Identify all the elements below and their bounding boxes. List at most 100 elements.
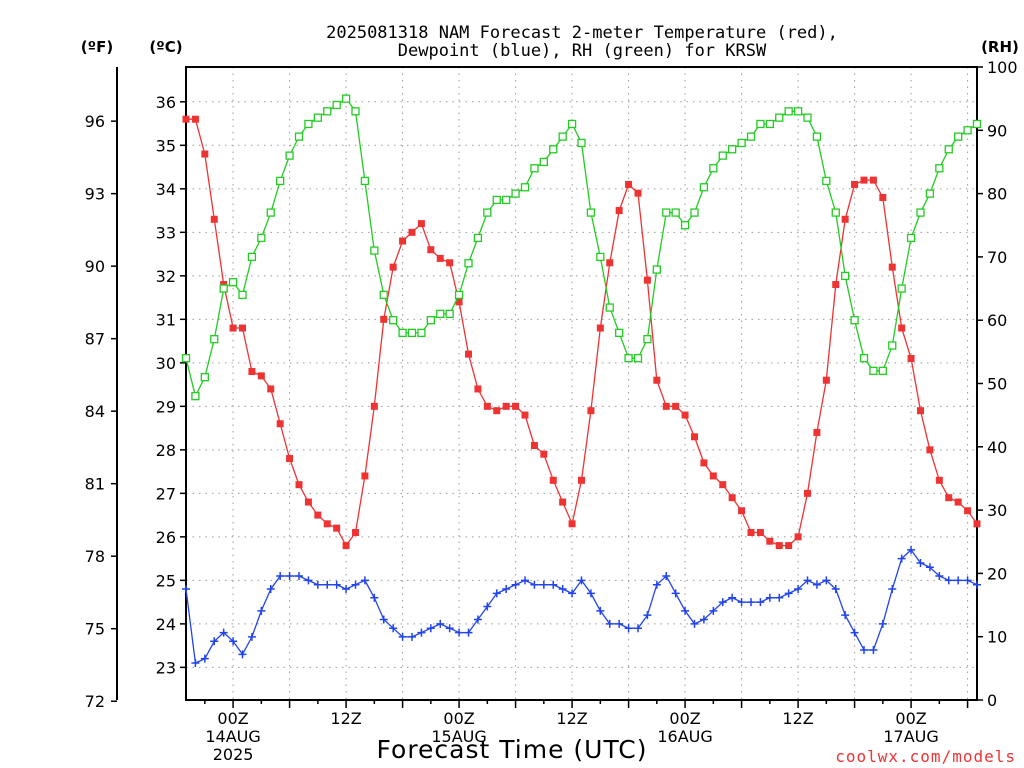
dewpoint-point	[709, 606, 718, 615]
temperature-point	[832, 281, 840, 289]
chart-title-line-1: 2025081318 NAM Forecast 2-meter Temperat…	[326, 23, 838, 43]
grid-lines	[186, 67, 977, 700]
dewpoint-point	[860, 645, 868, 654]
rh-unit-label: (RH)	[981, 38, 1019, 56]
rh-point	[502, 195, 511, 205]
dewpoint-point	[822, 576, 831, 585]
x-axis-label: Forecast Time (UTC)	[377, 735, 648, 764]
dewpoint-point	[728, 593, 737, 602]
temperature-point	[314, 511, 322, 519]
temperature-point	[587, 407, 595, 415]
temperature-point	[917, 407, 924, 415]
temperature-point	[483, 402, 491, 410]
temperature-point	[691, 433, 698, 441]
rh-point	[247, 252, 257, 262]
dewpoint-point	[907, 545, 916, 554]
temperature-point	[756, 529, 764, 537]
rh-point	[662, 208, 671, 217]
dewpoint-point	[888, 585, 897, 594]
rh-point	[191, 392, 200, 401]
temperature-point	[559, 498, 567, 506]
temperature-point	[549, 476, 557, 484]
temperature-point	[512, 402, 520, 410]
rh-point	[567, 119, 577, 129]
dewpoint-point	[737, 598, 746, 607]
rh-point	[869, 366, 878, 375]
dewpoint-point	[323, 580, 332, 589]
rh-point	[944, 145, 953, 154]
temperature-point	[286, 455, 294, 463]
dewpoint-point	[313, 580, 322, 589]
temperature-point	[907, 354, 915, 362]
fahrenheit-tick-label: 75	[85, 620, 105, 639]
dewpoint-point	[521, 576, 529, 585]
rh-point	[859, 354, 869, 363]
rh-point	[483, 208, 492, 217]
dewpoint-point	[681, 606, 690, 615]
series-dewpoint	[182, 545, 981, 668]
dewpoint-point	[586, 589, 595, 598]
temperature-point	[342, 542, 350, 550]
rh-point	[624, 354, 633, 363]
x-tick-label-hour: 00Z	[669, 709, 700, 728]
temperature-point	[323, 520, 331, 528]
rh-point	[577, 138, 586, 148]
dewpoint-point	[624, 624, 633, 633]
celsius-tick-label: 32	[156, 267, 176, 286]
dewpoint-point	[530, 580, 539, 589]
rh-point	[257, 233, 266, 243]
rh-point	[925, 189, 935, 198]
temperature-point	[446, 259, 454, 267]
temperature-point	[869, 176, 877, 184]
rh-point	[765, 119, 774, 129]
rh-point	[520, 183, 530, 192]
rh-point	[539, 157, 548, 167]
dewpoint-point	[408, 632, 416, 641]
rh-point	[963, 126, 972, 135]
temperature-point	[822, 376, 830, 384]
temperature-point	[606, 259, 614, 267]
temperature-point	[728, 494, 736, 502]
dewpoint-point	[276, 572, 285, 581]
dewpoint-point	[662, 572, 671, 581]
dewpoint-point	[483, 602, 492, 611]
rh-point	[558, 132, 567, 141]
rh-tick-label: 100	[987, 58, 1018, 77]
rh-point	[671, 208, 680, 217]
dewpoint-point	[304, 576, 313, 585]
temperature-point	[851, 180, 859, 188]
dewpoint-point	[935, 572, 944, 581]
rh-point	[436, 309, 445, 319]
dewpoint-point	[634, 624, 642, 633]
x-tick-label-date: 14AUG	[205, 727, 260, 746]
celsius-tick-label: 29	[156, 397, 176, 416]
temperature-point	[182, 115, 190, 123]
temperature-point	[700, 459, 708, 467]
temperature-point	[738, 507, 746, 515]
temperature-point	[954, 498, 962, 506]
dewpoint-point	[558, 585, 567, 594]
rh-point	[417, 328, 426, 338]
rh-point	[530, 164, 539, 173]
rh-point	[304, 119, 313, 129]
dewpoint-point	[351, 580, 360, 589]
rh-point	[775, 113, 784, 122]
x-tick-label-hour: 00Z	[895, 709, 926, 728]
rh-point	[398, 328, 407, 338]
celsius-tick-label: 31	[156, 310, 176, 329]
temperature-point	[389, 263, 397, 271]
dewpoint-point	[812, 580, 821, 589]
fahrenheit-tick-label: 90	[85, 257, 105, 276]
rh-tick-label: 20	[987, 564, 1007, 583]
x-tick-label-date: 16AUG	[657, 727, 712, 746]
temperature-point	[427, 246, 435, 254]
temperature-point	[634, 189, 642, 197]
temperature-point	[964, 507, 972, 515]
dewpoint-point	[596, 606, 605, 615]
temperature-point	[465, 350, 472, 358]
dewpoint-point	[671, 589, 680, 598]
rh-point	[822, 176, 831, 186]
temperature-point	[333, 524, 341, 532]
dewpoint-point	[511, 580, 520, 589]
